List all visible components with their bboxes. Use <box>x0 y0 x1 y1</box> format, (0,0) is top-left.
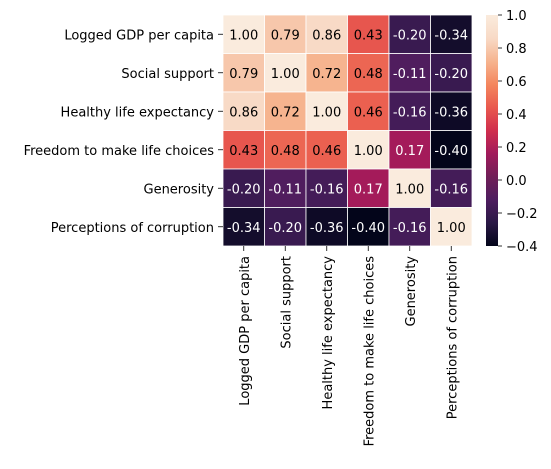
x-tick-label: Generosity <box>404 256 419 327</box>
colorbar-gradient <box>486 15 498 246</box>
cell-value-label: 0.86 <box>312 28 341 43</box>
y-tick-label: Social support <box>121 67 214 82</box>
cell-value-label: 0.48 <box>354 67 383 82</box>
cell-value-label: -0.20 <box>393 28 427 43</box>
y-axis-tick-labels: Logged GDP per capita Social support Healt… <box>24 28 223 236</box>
cell-value-label: -0.36 <box>434 105 468 120</box>
y-tick-label: Freedom to make life choices <box>24 144 215 159</box>
x-tick-label: Freedom to make life choices <box>362 256 377 447</box>
cell-value-label: 0.43 <box>229 144 258 159</box>
cell-value-label: 0.46 <box>312 144 341 159</box>
colorbar-tick-label: 1.0 <box>506 9 527 24</box>
cell-value-label: 0.79 <box>271 28 300 43</box>
cell-value-label: -0.16 <box>393 221 427 236</box>
colorbar-tick-label: 0.0 <box>506 174 527 189</box>
cell-value-label: 1.00 <box>271 67 300 82</box>
cell-value-label: 0.72 <box>271 105 300 120</box>
y-tick-label: Generosity <box>144 182 215 197</box>
y-tick-label: Logged GDP per capita <box>64 28 214 43</box>
cell-value-label: -0.40 <box>351 221 385 236</box>
cell-value-label: -0.16 <box>310 182 344 197</box>
colorbar-tick-label: 0.8 <box>506 42 527 57</box>
cell-value-label: -0.16 <box>434 182 468 197</box>
cell-value-label: 1.00 <box>312 105 341 120</box>
cell-value-label: -0.20 <box>268 221 302 236</box>
cell-value-label: 1.00 <box>229 28 258 43</box>
cell-value-label: 1.00 <box>437 221 466 236</box>
x-tick-label: Logged GDP per capita <box>238 256 253 406</box>
y-tick-label: Healthy life expectancy <box>61 105 215 120</box>
cell-value-label: 1.00 <box>395 182 424 197</box>
cell-value-label: 0.86 <box>229 105 258 120</box>
colorbar-tick-label: 0.4 <box>506 108 527 123</box>
colorbar-tick-label: −0.2 <box>506 207 538 222</box>
cell-value-label: -0.40 <box>434 144 468 159</box>
cell-value-label: 1.00 <box>354 144 383 159</box>
cell-value-label: 0.46 <box>354 105 383 120</box>
x-axis-tick-labels: Logged GDP per capita Social support Healt… <box>238 246 461 446</box>
y-tick-label: Perceptions of corruption <box>51 221 214 236</box>
cell-value-label: 0.17 <box>354 182 383 197</box>
cell-value-label: -0.36 <box>310 221 344 236</box>
heatmap-cells <box>223 15 472 246</box>
cell-value-label: 0.43 <box>354 28 383 43</box>
colorbar: 1.0 0.8 0.6 0.4 0.2 0.0 −0.2 −0.4 <box>486 9 538 255</box>
cell-value-label: 0.48 <box>271 144 300 159</box>
cell-value-label: -0.20 <box>434 67 468 82</box>
cell-value-label: 0.79 <box>229 67 258 82</box>
cell-value-label: -0.34 <box>434 28 468 43</box>
cell-value-label: -0.34 <box>227 221 261 236</box>
x-tick-label: Social support <box>279 256 294 349</box>
cell-value-label: -0.16 <box>393 105 427 120</box>
cell-value-label: -0.11 <box>393 67 427 82</box>
cell-value-label: -0.11 <box>268 182 302 197</box>
cell-value-label: 0.72 <box>312 67 341 82</box>
cell-value-label: -0.20 <box>227 182 261 197</box>
cell-value-label: 0.17 <box>395 144 424 159</box>
colorbar-tick-label: 0.6 <box>506 75 527 90</box>
colorbar-tick-label: 0.2 <box>506 141 527 156</box>
x-tick-label: Perceptions of corruption <box>445 256 460 419</box>
colorbar-tick-label: −0.4 <box>506 240 538 255</box>
x-tick-label: Healthy life expectancy <box>321 256 336 410</box>
